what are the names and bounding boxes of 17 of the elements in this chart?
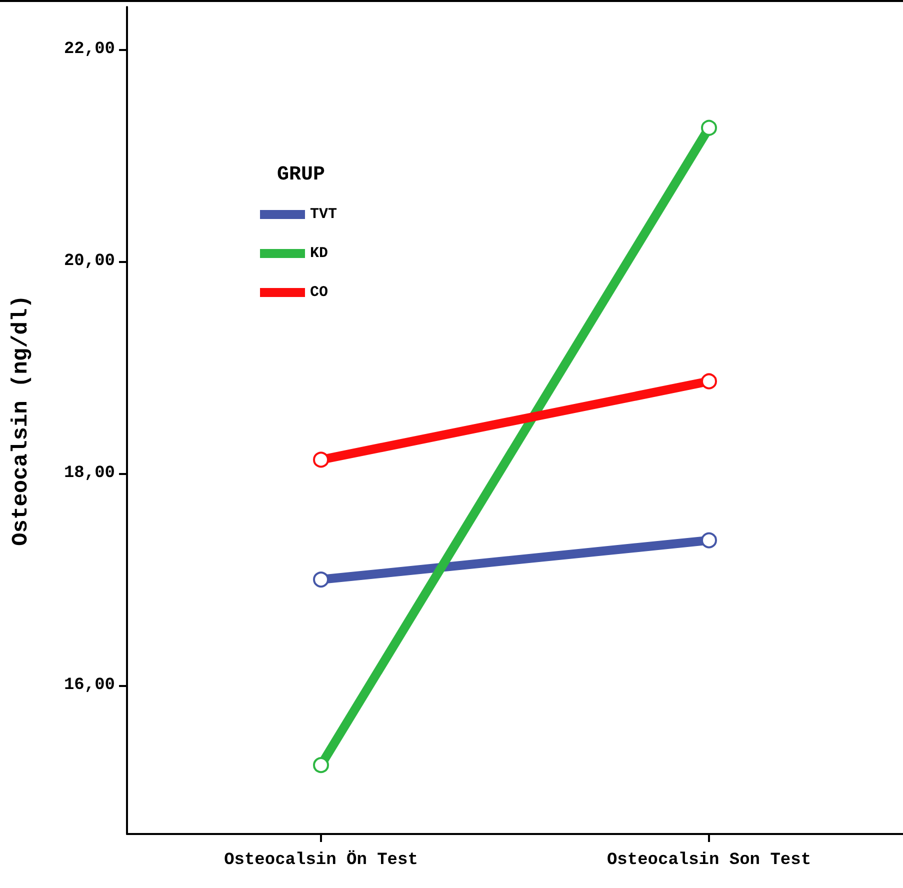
y-tick-label: 16,00	[64, 676, 115, 696]
y-axis-title: Osteocalsin (ng/dl)	[8, 295, 34, 546]
legend-title: GRUP	[277, 164, 326, 186]
legend-label: CO	[310, 284, 328, 301]
y-tick-label: 18,00	[64, 464, 115, 484]
y-tick-label: 22,00	[64, 40, 115, 59]
point	[701, 373, 717, 390]
x-tick-label: Osteocalsin Son Test	[606, 851, 812, 870]
legend-label: TVT	[310, 206, 338, 223]
point	[313, 452, 329, 468]
point	[701, 532, 717, 548]
y-tick-label: 20,00	[64, 252, 115, 271]
point	[313, 757, 329, 774]
point	[313, 572, 329, 588]
point	[701, 120, 717, 136]
x-tick-label: Osteocalsin Ön Test	[224, 850, 418, 870]
legend-label: KD	[310, 245, 328, 262]
